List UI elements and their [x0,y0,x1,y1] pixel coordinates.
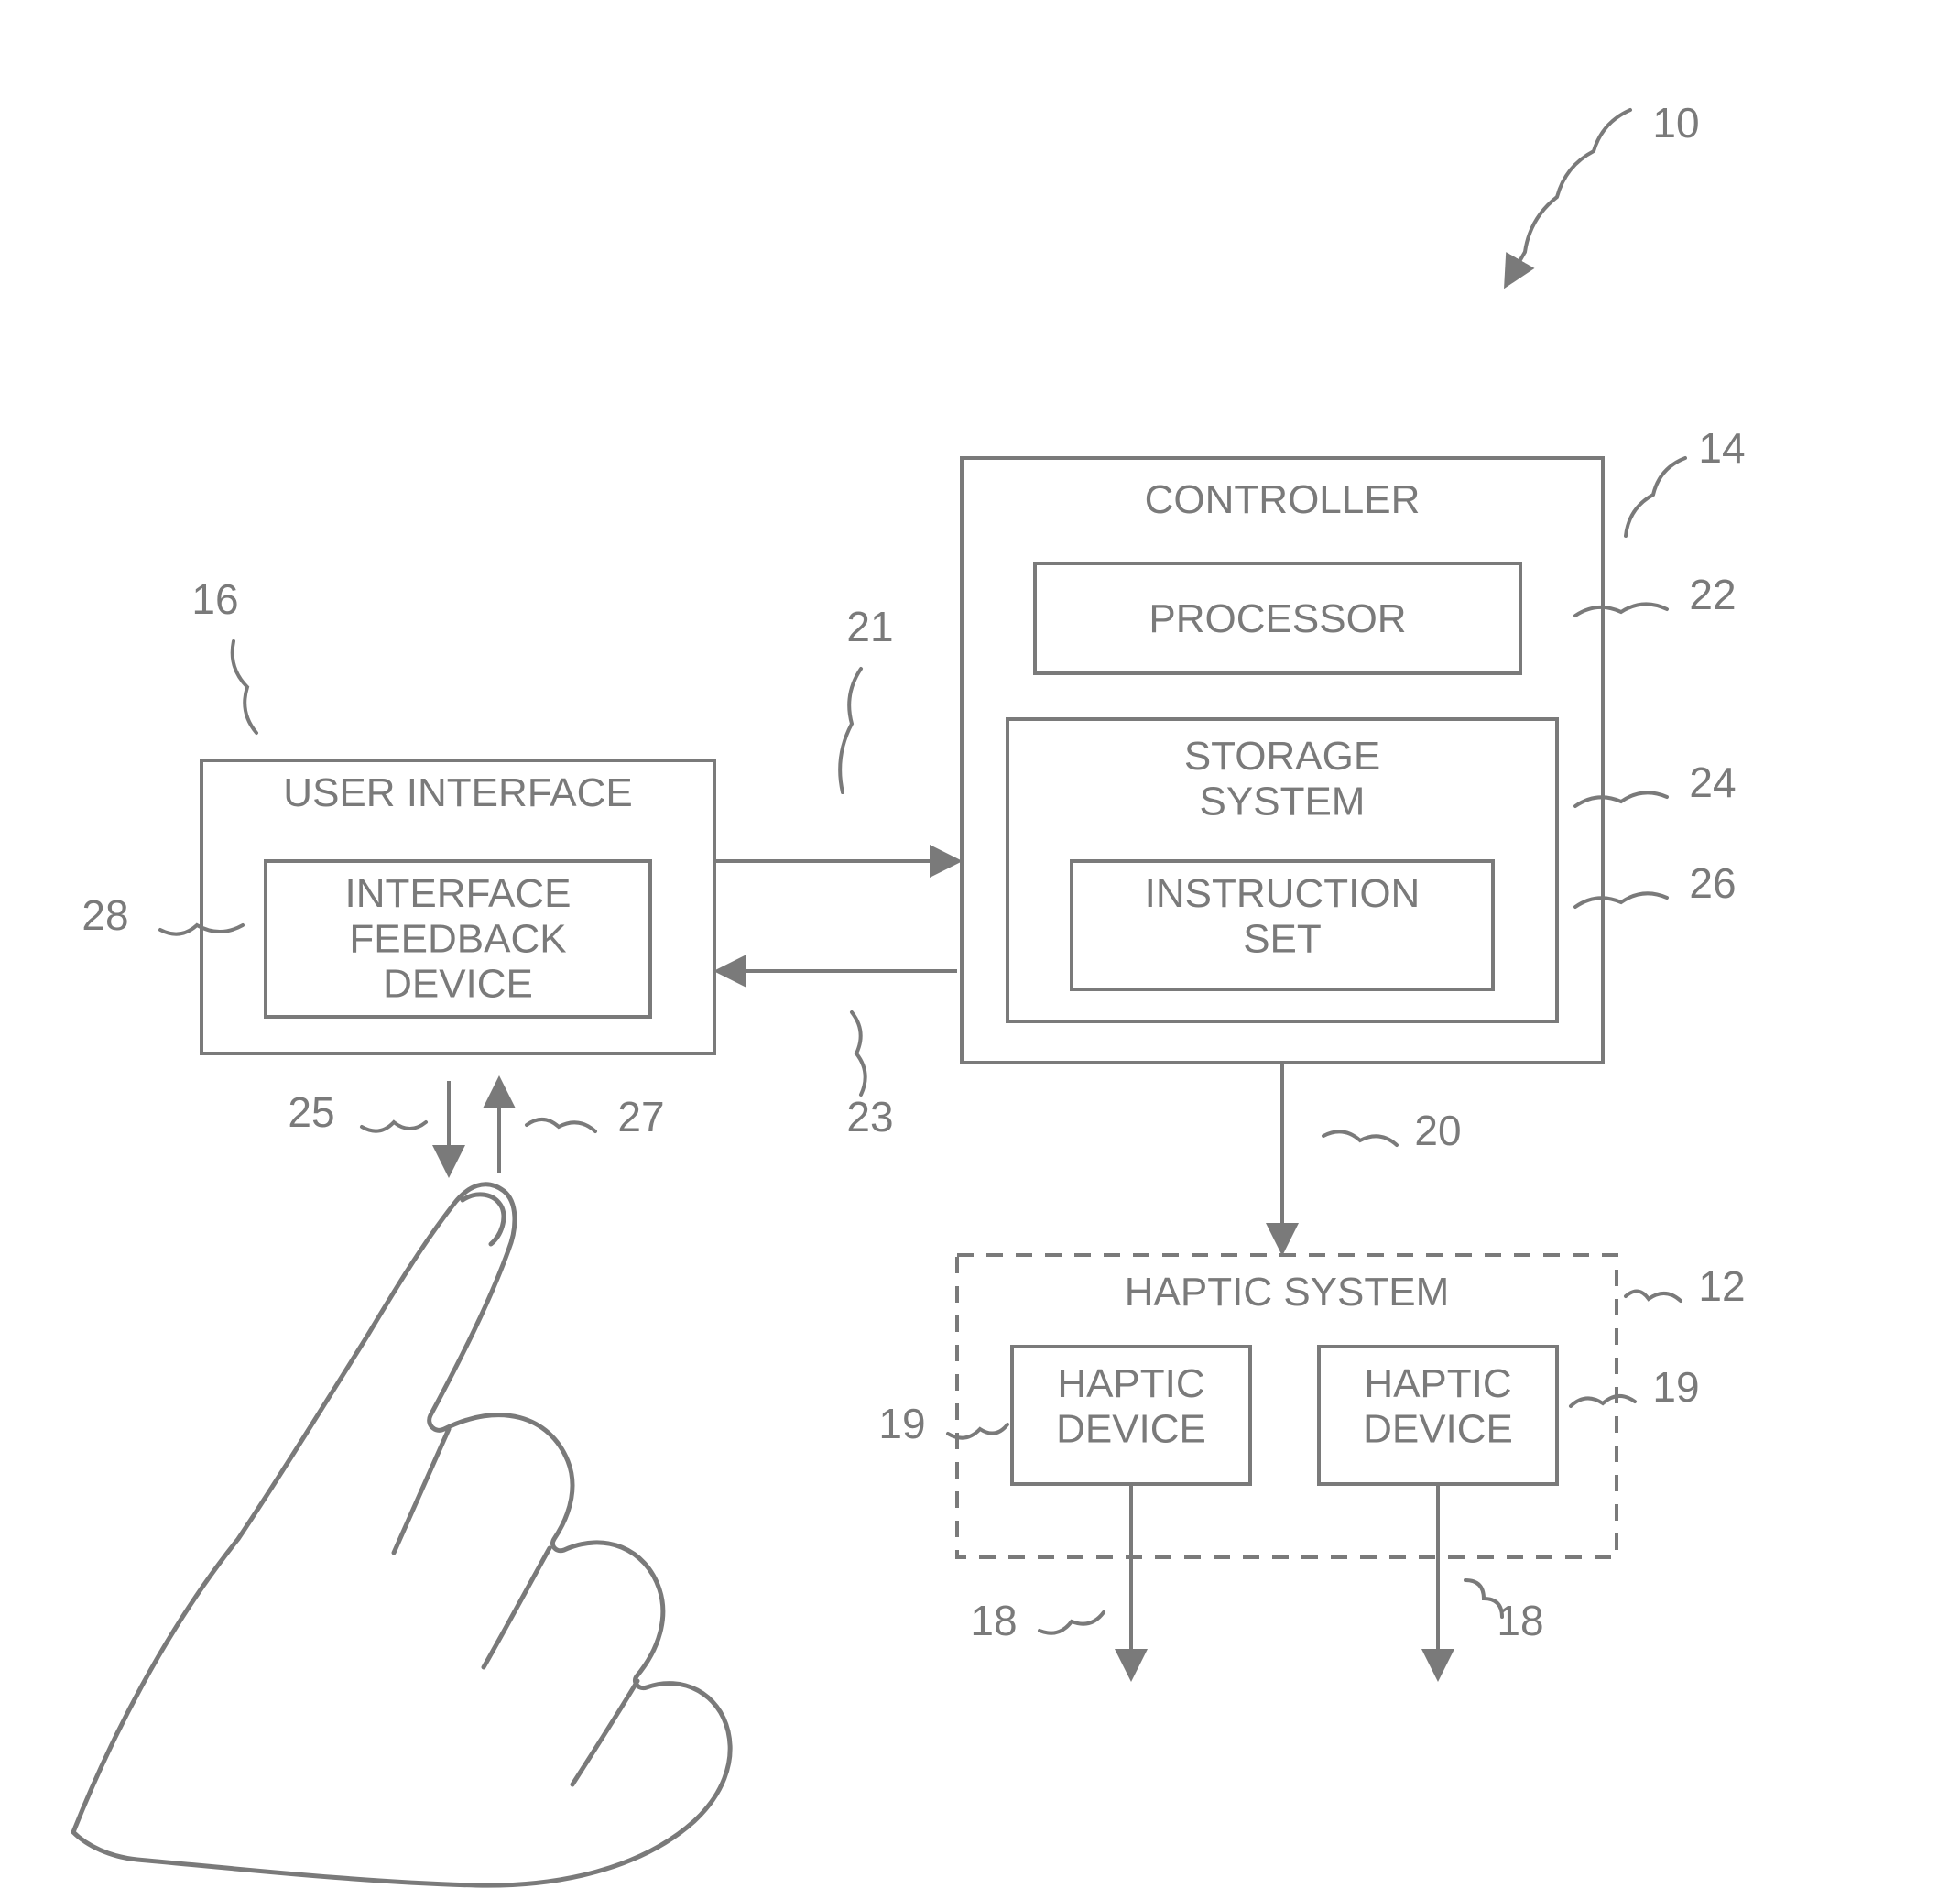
haptic-device-2-label: HAPTICDEVICE [1363,1361,1513,1451]
haptic-device-1-box: HAPTICDEVICE [1012,1347,1250,1484]
haptic-device-2-box: HAPTICDEVICE [1319,1347,1557,1484]
ref-r16: 16 [191,575,256,733]
ref-r18a-label: 18 [970,1597,1017,1644]
storage-system-label: STORAGESYSTEM [1184,734,1380,824]
ref-r27-label: 27 [617,1093,664,1140]
ref-r21-label: 21 [846,603,893,650]
processor-box: PROCESSOR [1035,563,1520,673]
instruction-set-label: INSTRUCTIONSET [1145,871,1421,961]
ref-r18a: 18 [970,1597,1104,1644]
ref-r24-label: 24 [1689,759,1736,806]
ref-r12: 12 [1626,1262,1746,1310]
interface-feedback-box: INTERFACEFEEDBACKDEVICE [266,861,650,1017]
ref-r23-label: 23 [846,1093,893,1140]
user-interface-label: USER INTERFACE [283,770,632,815]
ref-r23: 23 [846,1012,893,1140]
ref-r24: 24 [1575,759,1737,806]
ref-r14-label: 14 [1698,424,1745,472]
haptic-system-label: HAPTIC SYSTEM [1125,1270,1450,1315]
ref-r21: 21 [840,603,893,792]
ref-r22-label: 22 [1689,571,1736,618]
ref-r28: 28 [82,891,243,939]
pointing-hand-icon [73,1184,730,1885]
ref-r16-label: 16 [191,575,238,623]
instruction-set-box: INSTRUCTIONSET [1072,861,1493,989]
ref-r19a-label: 19 [878,1400,925,1447]
ref-r26-label: 26 [1689,859,1736,907]
ref-r25-label: 25 [288,1088,334,1136]
ref-r20: 20 [1323,1107,1462,1154]
ref-r18b-label: 18 [1497,1597,1543,1644]
haptic-device-1-label: HAPTICDEVICE [1056,1361,1206,1451]
controller-label: CONTROLLER [1145,477,1421,522]
ref-r10: 10 [1507,99,1700,284]
ref-r26: 26 [1575,859,1737,907]
ref-r25: 25 [288,1088,426,1136]
ref-r14: 14 [1626,424,1746,536]
processor-label: PROCESSOR [1149,596,1406,641]
ref-r28-label: 28 [82,891,128,939]
ref-r19b-label: 19 [1652,1363,1699,1411]
ref-r12-label: 12 [1698,1262,1745,1310]
ref-r19a: 19 [878,1400,1007,1447]
ref-r10-label: 10 [1652,99,1699,147]
ref-r18b: 18 [1465,1580,1544,1644]
ref-r22: 22 [1575,571,1737,618]
ref-r20-label: 20 [1414,1107,1461,1154]
ref-r19b: 19 [1571,1363,1700,1411]
ref-r27: 27 [527,1093,665,1140]
interface-feedback-label: INTERFACEFEEDBACKDEVICE [345,871,572,1007]
storage-system-box: STORAGESYSTEM [1007,719,1557,1021]
